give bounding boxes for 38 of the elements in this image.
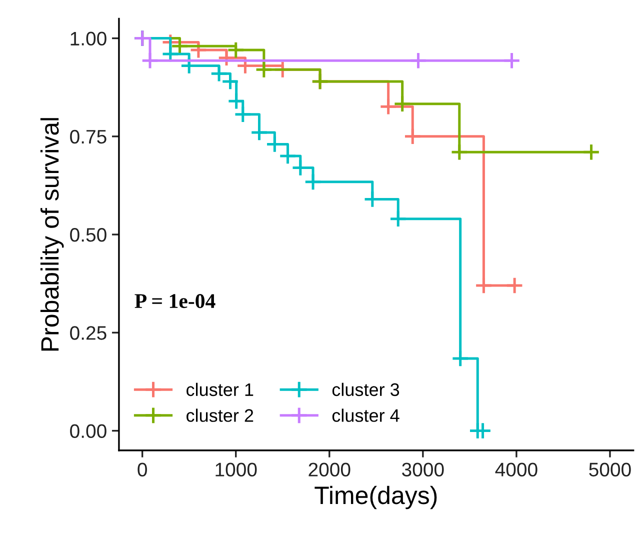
x-tick-label: 5000 bbox=[589, 462, 631, 476]
point bbox=[474, 276, 493, 294]
point bbox=[393, 94, 412, 113]
point bbox=[379, 98, 398, 116]
point bbox=[506, 276, 524, 294]
point bbox=[141, 52, 159, 70]
point bbox=[226, 41, 245, 59]
legend-label: cluster 4 bbox=[332, 408, 400, 422]
point bbox=[451, 350, 470, 368]
point bbox=[404, 128, 422, 146]
point bbox=[389, 210, 408, 228]
x-axis-title: Time(days) bbox=[314, 486, 437, 510]
x-tick-label: 2000 bbox=[308, 462, 350, 476]
legend-label: cluster 1 bbox=[186, 382, 254, 396]
legend-label: cluster 2 bbox=[186, 408, 254, 422]
x-tick-label: 0 bbox=[138, 462, 147, 476]
y-axis-title: Probability of survival bbox=[40, 118, 64, 351]
point bbox=[210, 64, 228, 82]
y-tick-label: 0.25 bbox=[70, 326, 106, 340]
point bbox=[502, 52, 521, 70]
y-tick-label: 0.50 bbox=[70, 228, 106, 242]
y-tick-label: 0.75 bbox=[70, 130, 106, 144]
annotation: P = 1e-04 bbox=[134, 294, 216, 308]
point bbox=[278, 147, 297, 165]
point bbox=[450, 143, 468, 161]
point bbox=[409, 52, 428, 70]
point bbox=[304, 173, 322, 191]
y-tick-label: 0.00 bbox=[70, 424, 106, 438]
point bbox=[227, 92, 246, 110]
point bbox=[234, 106, 252, 124]
x-tick-label: 3000 bbox=[402, 462, 444, 476]
x-tick-label: 4000 bbox=[495, 462, 538, 476]
point bbox=[255, 60, 273, 79]
y-tick-label: 1.00 bbox=[70, 32, 106, 46]
legend-label: cluster 3 bbox=[332, 382, 400, 396]
point bbox=[190, 41, 208, 59]
point bbox=[582, 143, 600, 161]
x-tick-label: 1000 bbox=[216, 462, 257, 476]
